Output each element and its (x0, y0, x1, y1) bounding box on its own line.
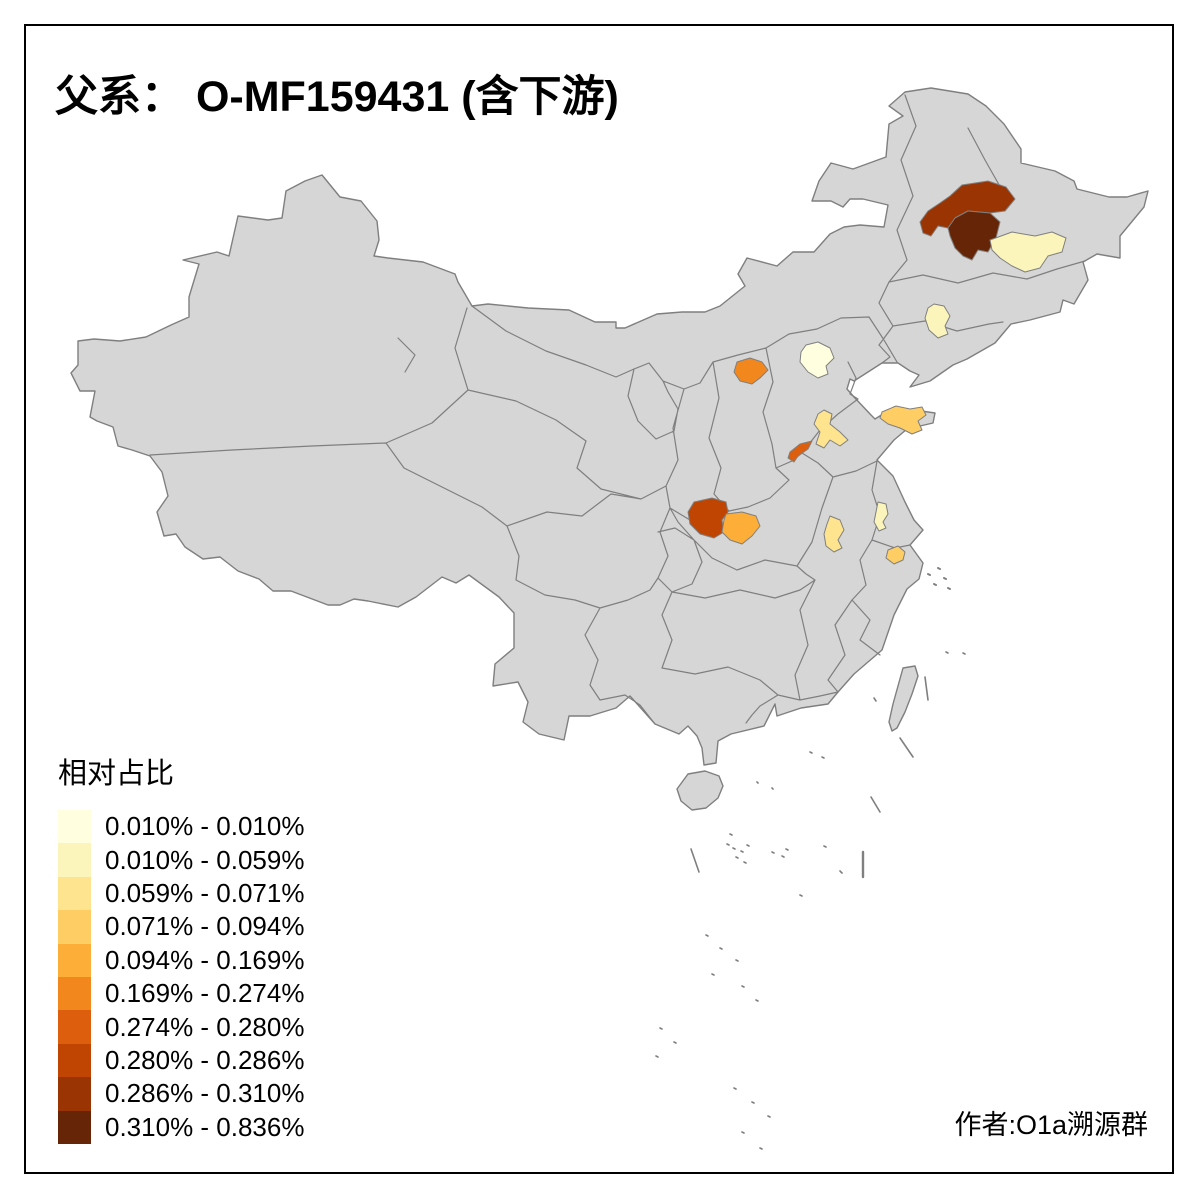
legend-row: 0.010% - 0.010% (58, 810, 305, 844)
legend-range-label: 0.071% - 0.094% (105, 911, 305, 942)
land-shape (70, 87, 1149, 811)
legend-range-label: 0.310% - 0.836% (105, 1111, 305, 1142)
legend-range-label: 0.169% - 0.274% (105, 978, 305, 1009)
taiwan-island (888, 665, 919, 732)
legend-range-label: 0.010% - 0.010% (105, 811, 305, 842)
legend-color-swatch (58, 876, 91, 911)
legend-rows: 0.010% - 0.010% 0.010% - 0.059% 0.059% -… (58, 810, 304, 1144)
legend-row: 0.059% - 0.071% (58, 876, 305, 911)
legend-title: 相对占比 (58, 758, 175, 790)
legend-range-label: 0.280% - 0.286% (105, 1044, 305, 1075)
legend-row: 0.286% - 0.310% (58, 1077, 305, 1111)
region-shandong-peninsula (879, 405, 927, 435)
legend-color-swatch (58, 810, 91, 844)
legend-range-label: 0.094% - 0.169% (105, 944, 305, 975)
legend-color-swatch (58, 910, 91, 944)
highlighted-regions (687, 180, 1067, 565)
legend-range-label: 0.274% - 0.280% (105, 1011, 305, 1042)
legend-range-label: 0.286% - 0.310% (105, 1078, 305, 1109)
legend-color-swatch (58, 843, 91, 877)
legend-color-swatch (58, 1010, 91, 1044)
region-south-jiangsu (885, 545, 906, 565)
legend-color-swatch (58, 1077, 91, 1111)
legend-row: 0.169% - 0.274% (58, 976, 305, 1011)
small-islands (655, 567, 966, 1150)
legend: 相对占比 0.010% - 0.010% 0.010% - 0.059% 0.0… (58, 750, 304, 1144)
region-west-shandong (787, 440, 813, 463)
legend-row: 0.310% - 0.836% (58, 1110, 305, 1144)
legend-color-swatch (58, 943, 91, 977)
legend-row: 0.071% - 0.094% (58, 910, 305, 944)
legend-color-swatch (58, 1043, 91, 1078)
hainan-island (676, 770, 724, 811)
mainland-outline (70, 87, 1149, 766)
legend-color-swatch (58, 976, 91, 1011)
region-south-hebei (813, 409, 849, 449)
region-beijing (799, 341, 835, 379)
region-jilin (924, 303, 951, 339)
region-northeast-east (989, 231, 1067, 273)
region-central-henan (721, 511, 761, 545)
province-borders (149, 94, 1086, 725)
region-central-anhui (823, 515, 845, 553)
region-central-jiangsu (873, 501, 889, 532)
attribution-text: 作者:O1a溯源群 (954, 1110, 1148, 1140)
region-north-shanxi (733, 357, 769, 385)
legend-row: 0.274% - 0.280% (58, 1010, 305, 1044)
legend-row: 0.280% - 0.286% (58, 1043, 305, 1078)
legend-row: 0.010% - 0.059% (58, 843, 305, 877)
legend-range-label: 0.010% - 0.059% (105, 844, 305, 875)
legend-row: 0.094% - 0.169% (58, 943, 305, 977)
page-title: 父系： O-MF159431 (含下游) (55, 73, 619, 121)
legend-range-label: 0.059% - 0.071% (105, 877, 305, 908)
legend-color-swatch (58, 1110, 91, 1144)
region-northeast-dark (947, 210, 1001, 261)
